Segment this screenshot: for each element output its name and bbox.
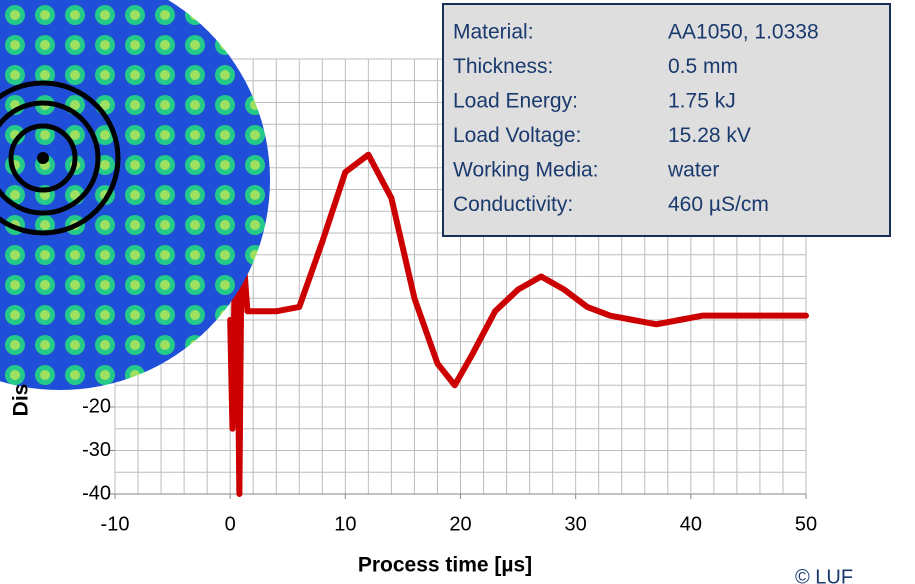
x-axis-label: Process time [µs]	[358, 554, 532, 577]
x-tick-label: 10	[334, 513, 356, 535]
info-text: 1.75 kJ	[668, 90, 736, 113]
x-tick-label: 50	[795, 513, 817, 535]
info-text: Working Media:	[453, 159, 599, 182]
x-tick-label: -10	[101, 513, 130, 535]
y-tick-label: -30	[82, 439, 111, 461]
copyright: © LUF	[795, 566, 853, 584]
info-text: Conductivity:	[453, 193, 573, 216]
x-tick-label: 0	[225, 513, 236, 535]
info-text: Thickness:	[453, 55, 553, 78]
y-tick-label: -40	[82, 482, 111, 504]
x-tick-label: 40	[680, 513, 702, 535]
info-text: Material:	[453, 21, 534, 44]
info-box: Material: AA1050, 1.0338 Thickness: 0.5 mm L…	[443, 4, 890, 236]
info-text: Load Energy:	[453, 90, 578, 113]
info-text: water	[667, 159, 719, 182]
x-tick-label: 20	[449, 513, 471, 535]
chart: -10 0 10 20 30 40 50 -40 -30 -20 Material: AA1050,…	[0, 0, 915, 584]
info-text: 460 µS/cm	[668, 193, 769, 216]
x-tick-label: 30	[565, 513, 587, 535]
info-text: Load Voltage:	[453, 124, 581, 147]
info-text: 15.28 kV	[668, 124, 751, 147]
info-text: 0.5 mm	[668, 55, 738, 78]
y-axis-label: Dis	[10, 384, 33, 417]
y-tick-label: -20	[82, 395, 111, 417]
info-text: AA1050, 1.0338	[668, 21, 819, 44]
